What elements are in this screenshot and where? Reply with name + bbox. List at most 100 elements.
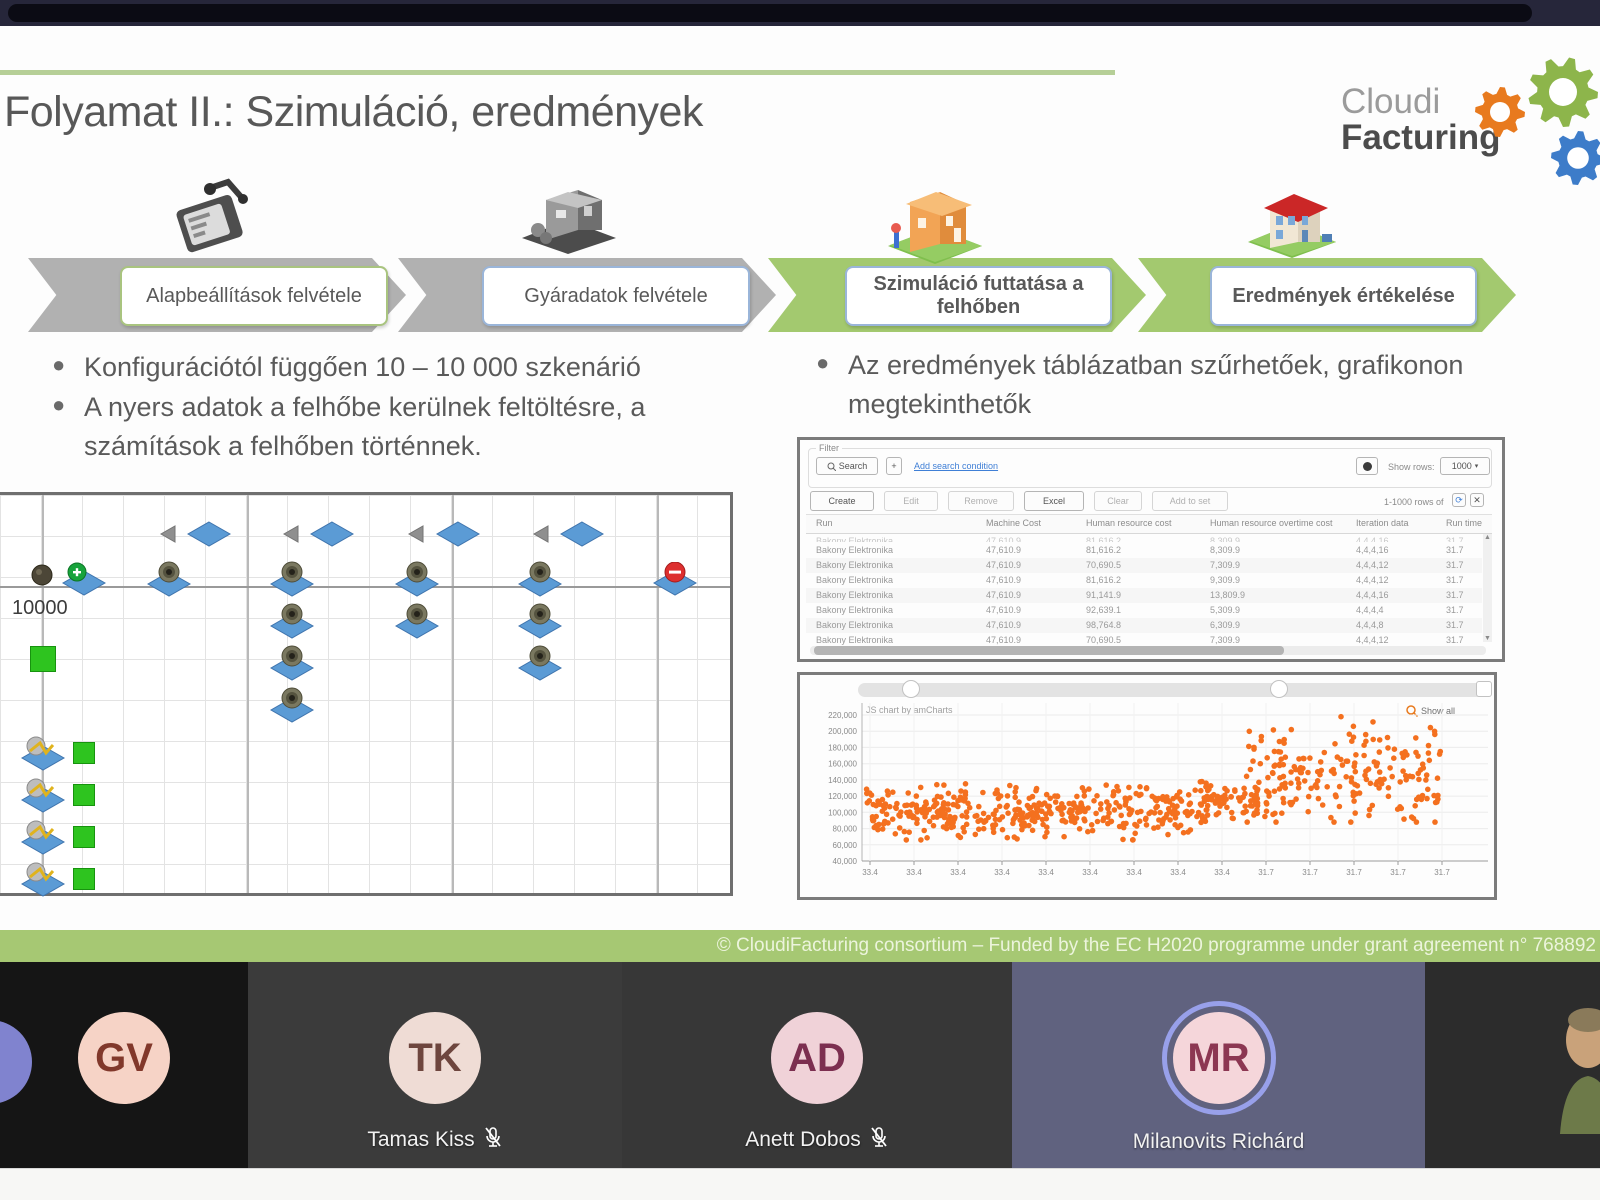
results-table-screenshot: Filter Search + Add search condition Sho…	[797, 437, 1505, 662]
show-rows-dropdown[interactable]: 1000 ▾	[1440, 457, 1490, 475]
table-row[interactable]: Bakony Elektronika 47,610.9 81,616.2 9,309.…	[806, 573, 1482, 588]
clear-button[interactable]: Clear	[1094, 491, 1142, 511]
buffer-square-icon	[30, 646, 56, 672]
svg-text:33.4: 33.4	[1038, 868, 1054, 877]
svg-text:33.4: 33.4	[862, 868, 878, 877]
cell: 92,639.1	[1086, 605, 1122, 615]
range-handle-right[interactable]	[1270, 680, 1288, 698]
robot-station-icon	[20, 819, 66, 860]
participant-tile-milanovits-richárd[interactable]: MR Milanovits Richárd	[1012, 962, 1425, 1168]
participant-tile-tamas-kiss[interactable]: TK Tamas Kiss	[248, 962, 622, 1168]
chevron-down-icon: ▾	[1474, 463, 1479, 470]
table-row[interactable]: Bakony Elektronika 47,610.9 98,764.8 6,309.…	[806, 618, 1482, 633]
cell: 47,610.9	[986, 575, 1022, 585]
chart-range-scrollbar[interactable]	[858, 680, 1492, 698]
diamond-icon	[435, 521, 481, 552]
table-horizontal-scrollbar[interactable]	[810, 646, 1486, 655]
bullet-left-1: ● Konfigurációtól függően 10 – 10 000 sz…	[52, 348, 724, 387]
svg-text:160,000: 160,000	[828, 760, 857, 769]
filter-options-button[interactable]	[1356, 457, 1378, 475]
cell: Bakony Elektronika	[816, 536, 894, 542]
cell: 70,690.5	[1086, 560, 1122, 570]
add-filter-button[interactable]: +	[886, 457, 902, 475]
table-row-partial[interactable]: Bakony Elektronika 47,610.9 81,616.2 8,309.…	[806, 534, 1482, 542]
footer-text: © CloudiFacturing consortium – Funded by…	[716, 935, 1596, 956]
station-icon	[269, 687, 315, 728]
column-header[interactable]: Run time	[1446, 518, 1483, 528]
cell: 81,616.2	[1086, 575, 1122, 585]
remove-button[interactable]: Remove	[948, 491, 1014, 511]
station-icon	[269, 645, 315, 686]
bullet-right-1: ● Az eredmények táblázatban szűrhetőek, …	[816, 346, 1498, 424]
table-row[interactable]: Bakony Elektronika 47,610.9 81,616.2 8,309.…	[806, 543, 1482, 558]
cell: 5,309.9	[1210, 605, 1241, 615]
results-chart-screenshot: JS chart by amCharts Show all 220,000 200…	[797, 672, 1497, 900]
cell: Bakony Elektronika	[816, 545, 894, 555]
participant-name-text: Tamas Kiss	[367, 1128, 475, 1151]
table-row[interactable]: Bakony Elektronika 47,610.9 70,690.5 7,309.…	[806, 633, 1482, 648]
participant-tile-anett-dobos[interactable]: AD Anett Dobos	[622, 962, 1012, 1168]
create-button[interactable]: Create	[810, 491, 874, 511]
svg-text:220,000: 220,000	[828, 711, 857, 720]
svg-text:31.7: 31.7	[1346, 868, 1362, 877]
table-row[interactable]: Bakony Elektronika 47,610.9 70,690.5 7,309.…	[806, 558, 1482, 573]
column-header[interactable]: Iteration data	[1356, 518, 1409, 528]
column-header[interactable]: Machine Cost	[986, 518, 1042, 528]
cell: 7,309.9	[1210, 560, 1241, 570]
excel-button[interactable]: Excel	[1024, 491, 1084, 511]
step-label-4: Eredmények értékelése	[1210, 266, 1477, 326]
cell: 47,610.9	[986, 635, 1022, 645]
range-handle-left[interactable]	[902, 680, 920, 698]
selector-triangle-icon	[158, 524, 178, 549]
search-button[interactable]: Search	[816, 457, 878, 475]
buffer-square-icon	[73, 742, 95, 764]
grid-line	[657, 495, 659, 893]
filter-group	[808, 448, 1492, 488]
svg-text:31.7: 31.7	[1302, 868, 1318, 877]
cell: Bakony Elektronika	[816, 590, 894, 600]
cell: 31.7	[1446, 536, 1464, 542]
svg-text:33.4: 33.4	[1170, 868, 1186, 877]
svg-text:180,000: 180,000	[828, 743, 857, 752]
scroll-up-icon[interactable]: ▲	[1484, 534, 1491, 541]
add-to-set-button[interactable]: Add to set	[1152, 491, 1228, 511]
svg-text:33.4: 33.4	[994, 868, 1010, 877]
search-icon	[827, 462, 836, 471]
scroll-down-icon[interactable]: ▼	[1484, 635, 1491, 642]
cell: 4,4,4,16	[1356, 545, 1389, 555]
add-search-condition-link[interactable]: Add search condition	[914, 461, 999, 471]
bullet-dot: ●	[52, 352, 66, 377]
table-vertical-scrollbar[interactable]: ▲ ▼	[1483, 534, 1492, 642]
participant-tile[interactable]	[1425, 962, 1600, 1168]
gears-icon	[1475, 57, 1600, 185]
table-row[interactable]: Bakony Elektronika 47,610.9 92,639.1 5,309.…	[806, 603, 1482, 618]
diamond-icon	[559, 521, 605, 552]
svg-text:33.4: 33.4	[1082, 868, 1098, 877]
scenario-count-label: 10000	[12, 597, 68, 619]
column-header[interactable]: Run	[816, 518, 833, 528]
svg-text:33.4: 33.4	[1126, 868, 1142, 877]
range-end-button[interactable]	[1476, 681, 1492, 697]
robot-station-icon	[20, 777, 66, 818]
cell: 4,4,4,4	[1356, 605, 1384, 615]
pagination-refresh-button[interactable]: ⟳	[1452, 493, 1466, 507]
scrollbar-thumb[interactable]	[814, 646, 1284, 655]
dot-icon	[1362, 461, 1372, 471]
cell: 4,4,4,16	[1356, 536, 1389, 542]
participant-tile[interactable]: GV	[0, 962, 248, 1168]
flow-line	[0, 586, 730, 588]
cell: 47,610.9	[986, 545, 1022, 555]
edit-button[interactable]: Edit	[884, 491, 938, 511]
svg-text:40,000: 40,000	[833, 857, 858, 866]
table-row[interactable]: Bakony Elektronika 47,610.9 91,141.9 13,809…	[806, 588, 1482, 603]
amcharts-watermark: JS chart by amCharts	[866, 705, 953, 715]
diamond-icon	[186, 521, 232, 552]
participant-name: Milanovits Richárd	[1012, 1130, 1425, 1154]
pagination-close-button[interactable]: ✕	[1470, 493, 1484, 507]
column-header[interactable]: Human resource overtime cost	[1210, 518, 1333, 528]
cell: 31.7	[1446, 545, 1464, 555]
cell: 31.7	[1446, 620, 1464, 630]
column-header[interactable]: Human resource cost	[1086, 518, 1172, 528]
simulation-model-diagram: 10000	[0, 492, 733, 897]
